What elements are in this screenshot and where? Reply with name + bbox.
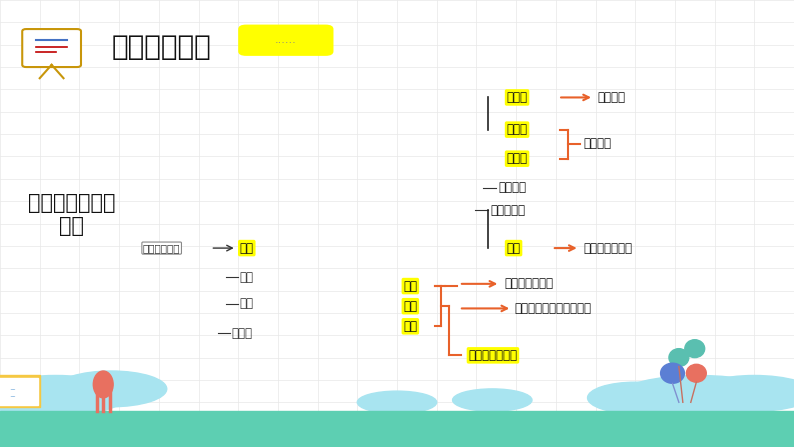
- Text: 阴茎: 阴茎: [240, 241, 254, 255]
- Text: 输精管: 输精管: [507, 91, 527, 104]
- Text: 贮存和输送精子: 贮存和输送精子: [504, 277, 553, 291]
- FancyBboxPatch shape: [238, 25, 333, 56]
- Text: 尿道海绵体: 尿道海绵体: [491, 203, 526, 217]
- Ellipse shape: [0, 375, 127, 416]
- Text: 前列腺: 前列腺: [507, 152, 527, 165]
- Text: 睾丸: 睾丸: [403, 299, 418, 313]
- Text: ......: ......: [275, 35, 297, 45]
- Ellipse shape: [661, 363, 684, 383]
- Ellipse shape: [619, 375, 778, 416]
- Text: 附睾: 附睾: [403, 279, 418, 293]
- Ellipse shape: [686, 364, 706, 382]
- Ellipse shape: [669, 349, 688, 367]
- Text: 保护睾丸和附睾: 保护睾丸和附睾: [468, 349, 518, 362]
- Text: 精囊腺: 精囊腺: [507, 123, 527, 136]
- Ellipse shape: [56, 371, 167, 407]
- Bar: [0, 375, 40, 407]
- Text: 分泌黏液: 分泌黏液: [584, 137, 611, 151]
- Text: 尿道: 尿道: [507, 241, 521, 255]
- Text: 排出精液和尿液: 排出精液和尿液: [584, 241, 633, 255]
- Text: 男性生殖系统: 男性生殖系统: [111, 33, 211, 61]
- Text: 阴囊: 阴囊: [403, 320, 418, 333]
- FancyBboxPatch shape: [22, 29, 81, 67]
- Ellipse shape: [588, 382, 683, 413]
- Bar: [0, 411, 794, 447]
- Ellipse shape: [357, 391, 437, 413]
- Ellipse shape: [0, 382, 56, 413]
- Text: （内有尿道）: （内有尿道）: [143, 243, 180, 253]
- Text: ~
~: ~ ~: [9, 387, 15, 400]
- Text: 输送精子: 输送精子: [597, 91, 625, 104]
- Text: 哪个结构产生精
子？: 哪个结构产生精 子？: [28, 193, 115, 236]
- Text: 龟头: 龟头: [240, 270, 254, 284]
- Ellipse shape: [684, 340, 705, 358]
- Text: 尿道口: 尿道口: [232, 326, 252, 340]
- Bar: [0, 378, 18, 405]
- Ellipse shape: [94, 371, 113, 398]
- Text: 产生精子和分泌雄性激素: 产生精子和分泌雄性激素: [515, 302, 592, 315]
- Ellipse shape: [453, 389, 532, 411]
- Text: 包皮: 包皮: [240, 297, 254, 311]
- Ellipse shape: [695, 375, 794, 411]
- Bar: [18, 378, 38, 405]
- Text: 尿道球腺: 尿道球腺: [499, 181, 526, 194]
